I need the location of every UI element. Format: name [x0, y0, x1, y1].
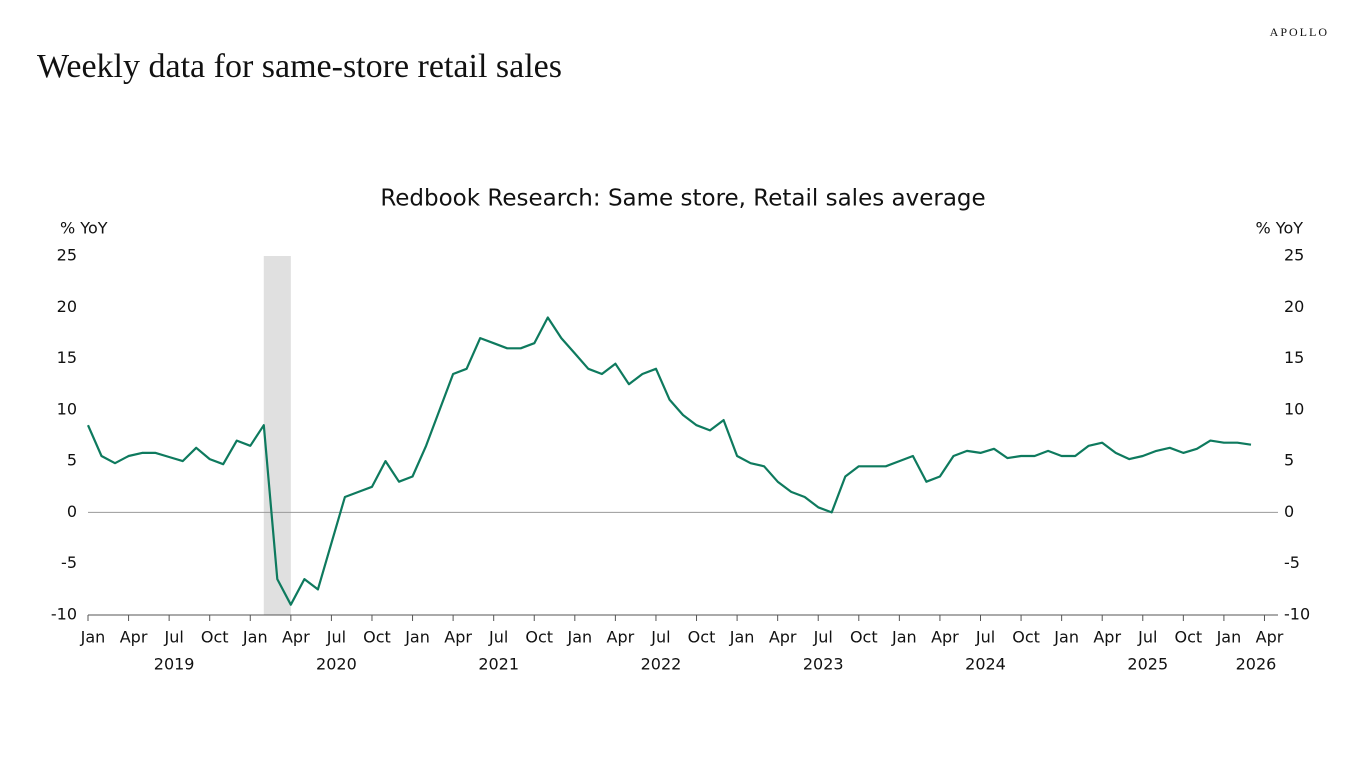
- x-tick-label: Apr: [931, 628, 959, 647]
- x-tick-label: Oct: [201, 628, 229, 647]
- year-label: 2026: [1236, 655, 1277, 674]
- x-tick-label: Apr: [1093, 628, 1121, 647]
- x-tick-label: Oct: [363, 628, 391, 647]
- x-tick-label: Jul: [488, 628, 508, 647]
- year-label: 2019: [154, 655, 195, 674]
- x-tick-label: Jul: [813, 628, 833, 647]
- y-tick-label: -5: [61, 553, 77, 572]
- recession-shade: [263, 256, 291, 615]
- x-tick-label: Oct: [525, 628, 553, 647]
- y2-tick-label: 15: [1284, 348, 1304, 367]
- y2-tick-label: 0: [1284, 502, 1294, 521]
- y2-tick-label: 5: [1284, 451, 1294, 470]
- x-tick-label: Jan: [404, 628, 430, 647]
- x-tick-label: Apr: [282, 628, 310, 647]
- x-tick-label: Apr: [444, 628, 472, 647]
- y2-tick-label: -10: [1284, 605, 1310, 624]
- x-tick-label: Oct: [1012, 628, 1040, 647]
- x-tick-label: Apr: [1256, 628, 1284, 647]
- y-tick-label: 10: [57, 399, 77, 418]
- year-label: 2020: [316, 655, 357, 674]
- x-tick-label: Oct: [850, 628, 878, 647]
- data-line: [86, 316, 1252, 606]
- y-axis-label: % YoY: [60, 219, 108, 238]
- x-tick-label: Jan: [1216, 628, 1242, 647]
- y2-axis-label: % YoY: [1256, 219, 1304, 238]
- y2-tick-label: 10: [1284, 399, 1304, 418]
- x-tick-label: Apr: [769, 628, 797, 647]
- x-tick-label: Jan: [242, 628, 268, 647]
- x-tick-label: Jan: [1053, 628, 1079, 647]
- y2-tick-label: -5: [1284, 553, 1300, 572]
- year-label: 2025: [1127, 655, 1168, 674]
- chart-title: Redbook Research: Same store, Retail sal…: [380, 186, 985, 212]
- x-tick-label: Jan: [566, 628, 592, 647]
- year-label: 2024: [965, 655, 1006, 674]
- x-tick-label: Jul: [975, 628, 995, 647]
- y-tick-label: 5: [67, 451, 77, 470]
- x-tick-label: Oct: [1175, 628, 1203, 647]
- y-tick-label: 15: [57, 348, 77, 367]
- x-tick-label: Jul: [1137, 628, 1157, 647]
- headline: Weekly data for same-store retail sales: [37, 48, 562, 85]
- year-label: 2022: [641, 655, 682, 674]
- y-tick-label: -10: [51, 605, 77, 624]
- x-tick-label: Apr: [607, 628, 635, 647]
- year-label: 2023: [803, 655, 844, 674]
- y-tick-label: 25: [57, 246, 77, 265]
- x-tick-label: Oct: [688, 628, 716, 647]
- y-tick-label: 20: [57, 297, 77, 316]
- y2-tick-label: 25: [1284, 246, 1304, 265]
- x-tick-label: Jan: [729, 628, 755, 647]
- x-tick-label: Jul: [326, 628, 346, 647]
- x-tick-label: Jan: [891, 628, 917, 647]
- x-tick-label: Jul: [650, 628, 670, 647]
- x-tick-label: Jan: [80, 628, 106, 647]
- year-label: 2021: [478, 655, 519, 674]
- y2-tick-label: 20: [1284, 297, 1304, 316]
- x-tick-label: Apr: [120, 628, 148, 647]
- y-tick-label: 0: [67, 502, 77, 521]
- brand: APOLLO: [1270, 25, 1329, 39]
- x-tick-label: Jul: [163, 628, 183, 647]
